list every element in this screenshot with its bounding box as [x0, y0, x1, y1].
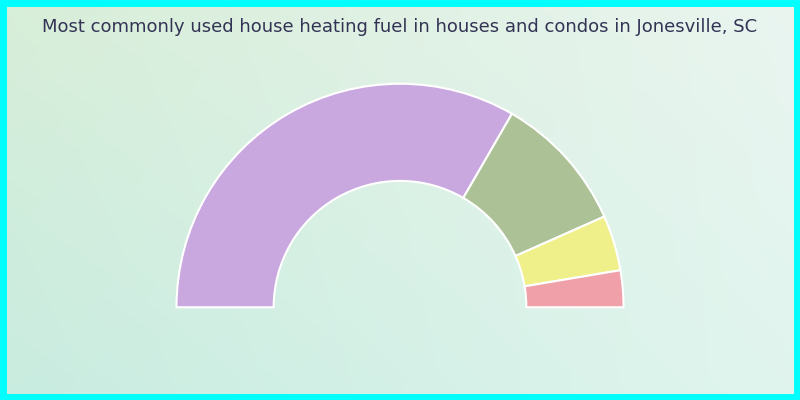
Wedge shape — [525, 270, 623, 307]
Wedge shape — [177, 84, 512, 307]
Wedge shape — [463, 114, 604, 256]
Text: Most commonly used house heating fuel in houses and condos in Jonesville, SC: Most commonly used house heating fuel in… — [42, 18, 758, 36]
Wedge shape — [515, 216, 621, 286]
Legend: Utility gas, Electricity, No fuel used, Other: Utility gas, Electricity, No fuel used, … — [186, 395, 614, 400]
